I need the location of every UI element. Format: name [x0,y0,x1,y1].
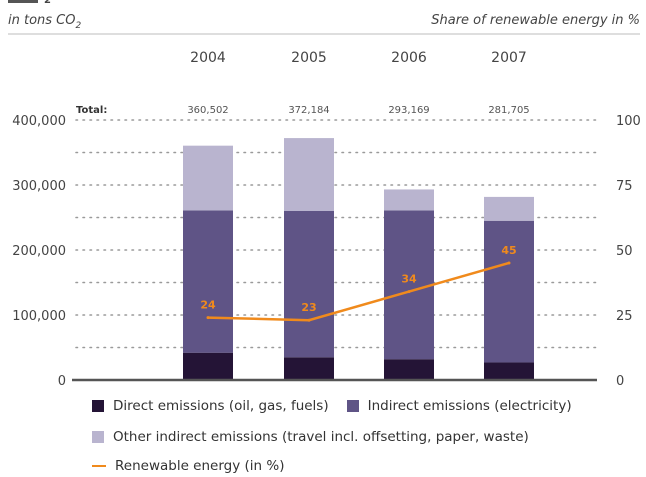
renewable-line-point [507,261,511,265]
bar-segment [484,196,534,221]
title-remnant [8,0,38,3]
total-label: 281,705 [488,105,529,116]
total-label: 360,502 [187,105,228,116]
bar-segment [484,220,534,363]
x-tick-label: 2005 [291,50,327,66]
legend-label-other: Other indirect emissions (travel incl. o… [113,429,529,445]
legend-label-renewable: Renewable energy (in %) [115,458,285,474]
totals-label: Total: [76,105,107,116]
right-unit-label: Share of renewable energy in % [431,13,640,28]
total-label: 293,169 [388,105,429,116]
y-tick-label-right: 0 [616,374,624,389]
renewable-line-point [407,290,411,294]
x-tick-label: 2006 [391,50,427,66]
renewable-data-label: 34 [401,273,417,286]
renewable-data-label: 45 [501,244,516,257]
bar-segment [384,359,434,380]
total-label: 372,184 [288,105,329,116]
legend-swatch-direct [92,400,104,412]
legend-row-3: Renewable energy (in %) [92,458,284,474]
y-tick-label-right: 50 [616,244,633,259]
bar-segment [384,189,434,211]
legend-row-1: Direct emissions (oil, gas, fuels) Indir… [92,398,572,414]
y-tick-label-left: 200,000 [12,244,66,259]
legend-label-direct: Direct emissions (oil, gas, fuels) [113,398,329,414]
legend-swatch-indirect [346,400,359,412]
bar-segment [183,352,233,380]
legend-row-2: Other indirect emissions (travel incl. o… [92,429,529,445]
renewable-data-label: 23 [301,301,316,314]
y-tick-label-left: 100,000 [12,309,66,324]
renewable-line-path [207,261,510,322]
title-remnant-mark: 2 [44,0,51,6]
left-unit-label: in tons CO2 [8,13,82,31]
renewable-line-point [307,318,311,322]
bars [183,138,534,380]
bar-segment [384,210,434,360]
legend-label-indirect: Indirect emissions (electricity) [367,398,572,414]
renewable-data-label: 24 [200,299,216,312]
x-tick-label: 2004 [190,50,226,66]
legend-line-renewable [92,465,106,467]
y-tick-label-left: 300,000 [12,179,66,194]
y-tick-label-left: 0 [58,374,66,389]
renewable-line-point [206,316,210,320]
bar-segment [284,138,334,211]
legend-swatch-other [92,431,104,443]
y-tick-label-right: 25 [616,309,633,324]
y-tick-label-right: 75 [616,179,633,194]
y-tick-label-right: 100 [616,114,641,129]
labels: 0 100,000 200,000 300,000 400,000 0 25 50 75 100 2… [12,50,641,389]
bar-segment [183,145,233,211]
renewable-line [206,261,511,322]
bar-segment [484,362,534,380]
bar-segment [284,357,334,380]
bar-segment [183,210,233,353]
bar-segment [284,211,334,358]
y-tick-label-left: 400,000 [12,114,66,129]
x-tick-label: 2007 [491,50,527,66]
